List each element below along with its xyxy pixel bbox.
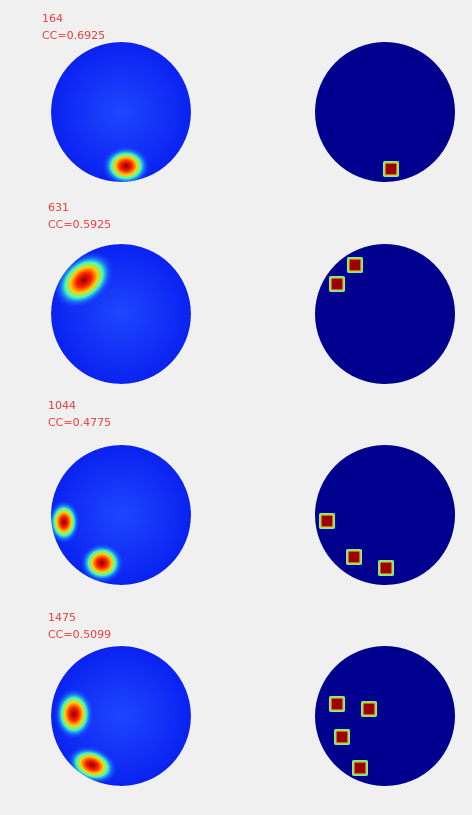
- panel-id: 164: [42, 12, 63, 25]
- panel-cc: CC=0.5925: [48, 218, 111, 231]
- reconstruction-disk: [51, 42, 191, 182]
- target: [379, 561, 393, 575]
- panel-cc: CC=0.4775: [48, 416, 111, 429]
- target: [335, 730, 349, 744]
- reconstruction: [51, 42, 191, 182]
- panel-cc: CC=0.5099: [48, 628, 111, 641]
- target: [348, 258, 362, 272]
- target: [347, 550, 361, 564]
- hot-spot: [51, 500, 80, 544]
- target: [320, 514, 334, 528]
- target: [353, 761, 367, 775]
- ground-truth-disk: [315, 244, 455, 384]
- hot-spot: [102, 146, 150, 182]
- target: [384, 162, 398, 176]
- panel-cc: CC=0.6925: [42, 29, 105, 42]
- target: [330, 277, 344, 291]
- panel-id: 1475: [48, 611, 76, 624]
- reconstruction: [51, 445, 191, 585]
- target: [362, 702, 376, 716]
- ground-truth-disk: [315, 42, 455, 182]
- panel-id: 1044: [48, 399, 76, 412]
- ground-truth-disk: [315, 646, 455, 786]
- hot-spot: [80, 543, 124, 583]
- target: [330, 697, 344, 711]
- hot-spot: [54, 688, 94, 740]
- panel-id: 631: [48, 201, 69, 214]
